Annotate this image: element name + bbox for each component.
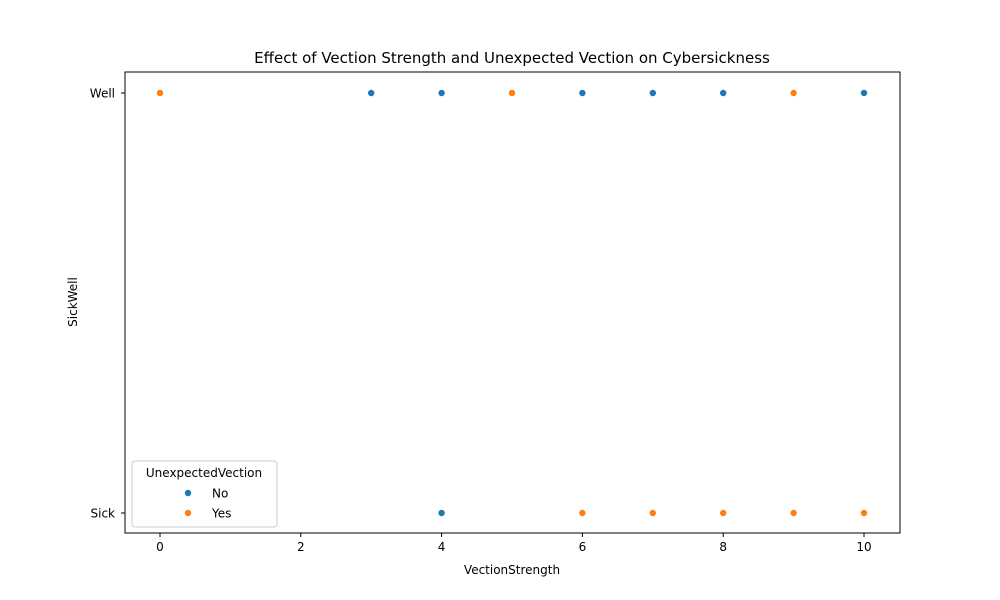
y-axis: Sick Well bbox=[90, 87, 125, 521]
point-yes bbox=[507, 89, 516, 98]
point-yes bbox=[648, 508, 657, 517]
point-yes bbox=[719, 508, 728, 517]
plot-frame bbox=[124, 71, 901, 534]
point-no bbox=[860, 89, 869, 98]
point-no bbox=[437, 508, 446, 517]
x-tick-label: 8 bbox=[719, 540, 727, 554]
point-yes bbox=[155, 89, 164, 98]
y-tick-label: Sick bbox=[91, 507, 116, 521]
legend-label-yes: Yes bbox=[211, 507, 231, 521]
point-yes bbox=[578, 508, 587, 517]
legend-box bbox=[131, 460, 278, 528]
x-tick-label: 2 bbox=[297, 540, 305, 554]
point-yes bbox=[860, 508, 869, 517]
data-points bbox=[155, 89, 869, 517]
x-tick-label: 10 bbox=[856, 540, 871, 554]
point-no bbox=[367, 89, 376, 98]
point-yes bbox=[789, 89, 798, 98]
point-yes bbox=[789, 508, 798, 517]
x-tick-label: 6 bbox=[579, 540, 587, 554]
legend: UnexpectedVection No Yes bbox=[131, 460, 278, 528]
point-no bbox=[578, 89, 587, 98]
legend-marker-no bbox=[183, 488, 192, 497]
legend-title: UnexpectedVection bbox=[146, 466, 262, 480]
legend-label-no: No bbox=[212, 487, 228, 501]
y-axis-label: SickWell bbox=[66, 277, 80, 327]
point-no bbox=[719, 89, 728, 98]
legend-items: No Yes bbox=[183, 487, 231, 521]
x-tick-label: 4 bbox=[438, 540, 446, 554]
x-axis: 0 2 4 6 8 10 bbox=[156, 533, 872, 554]
chart-title: Effect of Vection Strength and Unexpecte… bbox=[254, 49, 770, 67]
x-tick-label: 0 bbox=[156, 540, 164, 554]
point-no bbox=[437, 89, 446, 98]
legend-marker-yes bbox=[183, 508, 192, 517]
y-tick-label: Well bbox=[90, 87, 115, 101]
point-no bbox=[648, 89, 657, 98]
x-axis-label: VectionStrength bbox=[464, 563, 560, 577]
